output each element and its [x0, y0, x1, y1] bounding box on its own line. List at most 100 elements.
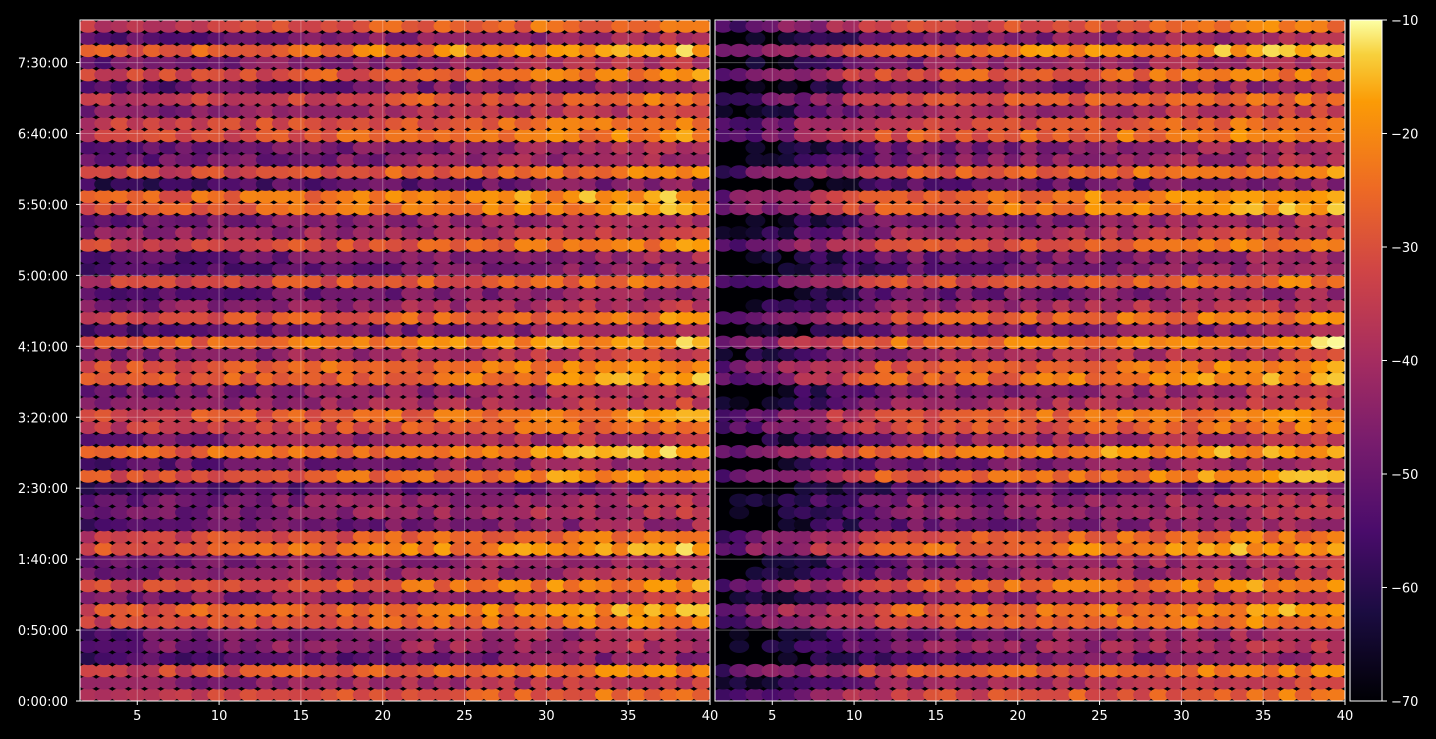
heatmap-cell — [1326, 676, 1345, 690]
heatmap-cell — [1116, 359, 1137, 374]
heatmap-cell — [1294, 663, 1315, 678]
heatmap-cell — [971, 104, 992, 118]
heatmap-cell — [401, 201, 422, 216]
heatmap-cell — [1181, 615, 1202, 629]
heatmap-cell — [595, 627, 615, 641]
heatmap-cell — [1197, 116, 1218, 131]
heatmap-cell — [1326, 238, 1345, 252]
heatmap-cell — [1278, 688, 1299, 701]
heatmap-cell — [255, 299, 276, 313]
heatmap-cell — [826, 542, 847, 556]
heatmap-cell — [1310, 688, 1331, 701]
heatmap-cell — [611, 627, 632, 641]
heatmap-cell — [1165, 651, 1186, 666]
heatmap-cell — [1084, 31, 1105, 45]
heatmap-cell — [1020, 505, 1040, 520]
heatmap-cell — [239, 286, 260, 301]
heatmap-cell — [777, 31, 798, 45]
heatmap-cell — [1116, 590, 1137, 605]
heatmap-cell — [368, 177, 389, 191]
heatmap-cell — [1165, 55, 1186, 70]
heatmap-cell — [987, 311, 1008, 325]
heatmap-cell — [271, 445, 292, 459]
heatmap-cell — [659, 457, 680, 471]
heatmap-cell — [175, 104, 195, 118]
heatmap-cell — [80, 31, 99, 45]
heatmap-cell — [110, 153, 131, 167]
heatmap-cell — [874, 542, 895, 556]
heatmap-cell — [562, 566, 583, 580]
heatmap-cell — [158, 372, 179, 386]
heatmap-cell — [255, 590, 276, 605]
heatmap-cell — [923, 68, 944, 82]
heatmap-cell — [126, 104, 147, 118]
heatmap-cell — [1003, 505, 1024, 520]
heatmap-cell — [761, 128, 782, 143]
heatmap-cell — [481, 542, 502, 556]
heatmap-cell — [498, 286, 519, 301]
heatmap-cell — [207, 420, 228, 435]
heatmap-cell — [1165, 676, 1186, 690]
heatmap-cell — [1003, 116, 1024, 131]
heatmap-cell — [449, 505, 470, 520]
heatmap-cell — [659, 590, 680, 605]
heatmap-cell — [1036, 651, 1057, 666]
heatmap-cell — [514, 469, 535, 483]
heatmap-cell — [1294, 578, 1315, 593]
heatmap-cell — [1084, 20, 1105, 33]
heatmap-cell — [890, 359, 911, 374]
heatmap-cell — [745, 663, 766, 678]
heatmap-cell — [175, 530, 195, 544]
heatmap-cell — [271, 420, 292, 435]
heatmap-cell — [1197, 651, 1218, 666]
heatmap-cell — [1213, 153, 1234, 167]
heatmap-cell — [939, 116, 960, 131]
heatmap-cell — [175, 347, 195, 362]
heatmap-cell — [874, 688, 895, 701]
heatmap-cell — [890, 347, 911, 362]
heatmap-cell — [745, 615, 766, 629]
heatmap-cell — [1116, 274, 1137, 289]
heatmap-cell — [1165, 250, 1186, 264]
heatmap-cell — [1181, 493, 1202, 507]
heatmap-cell — [271, 189, 292, 203]
heatmap-cell — [842, 639, 863, 653]
heatmap-cell — [1230, 639, 1250, 653]
heatmap-cell — [239, 141, 260, 155]
heatmap-cell — [643, 299, 664, 313]
heatmap-cell — [320, 92, 341, 106]
heatmap-cell — [987, 153, 1008, 167]
heatmap-cell — [611, 43, 632, 58]
heatmap-cell — [142, 372, 163, 386]
heatmap-cell — [1246, 615, 1267, 629]
heatmap-cell — [239, 43, 260, 58]
heatmap-cell — [94, 104, 115, 118]
heatmap-cell — [417, 43, 438, 58]
heatmap-cell — [336, 615, 357, 629]
heatmap-cell — [1116, 627, 1137, 641]
heatmap-cell — [1294, 432, 1315, 447]
heatmap-cell — [94, 420, 115, 435]
heatmap-cell — [1133, 80, 1154, 94]
heatmap-cell — [659, 238, 680, 252]
heatmap-cell — [777, 651, 798, 666]
heatmap-cell — [906, 43, 927, 58]
heatmap-cell — [810, 493, 830, 507]
heatmap-cell — [1068, 92, 1089, 106]
heatmap-cell — [255, 359, 276, 374]
heatmap-cell — [481, 128, 502, 143]
heatmap-cell — [793, 226, 814, 240]
heatmap-cell — [1278, 201, 1299, 216]
heatmap-cell — [1262, 505, 1283, 520]
heatmap-cell — [191, 554, 212, 568]
heatmap-cell — [352, 359, 373, 374]
heatmap-cell — [890, 372, 911, 386]
heatmap-cell — [320, 372, 341, 386]
heatmap-cell — [223, 238, 244, 252]
heatmap-cell — [1068, 396, 1089, 410]
heatmap-cell — [1197, 420, 1218, 435]
heatmap-cell — [336, 676, 357, 690]
heatmap-cell — [1068, 116, 1089, 131]
heatmap-cell — [578, 177, 599, 191]
heatmap-cell — [745, 128, 766, 143]
